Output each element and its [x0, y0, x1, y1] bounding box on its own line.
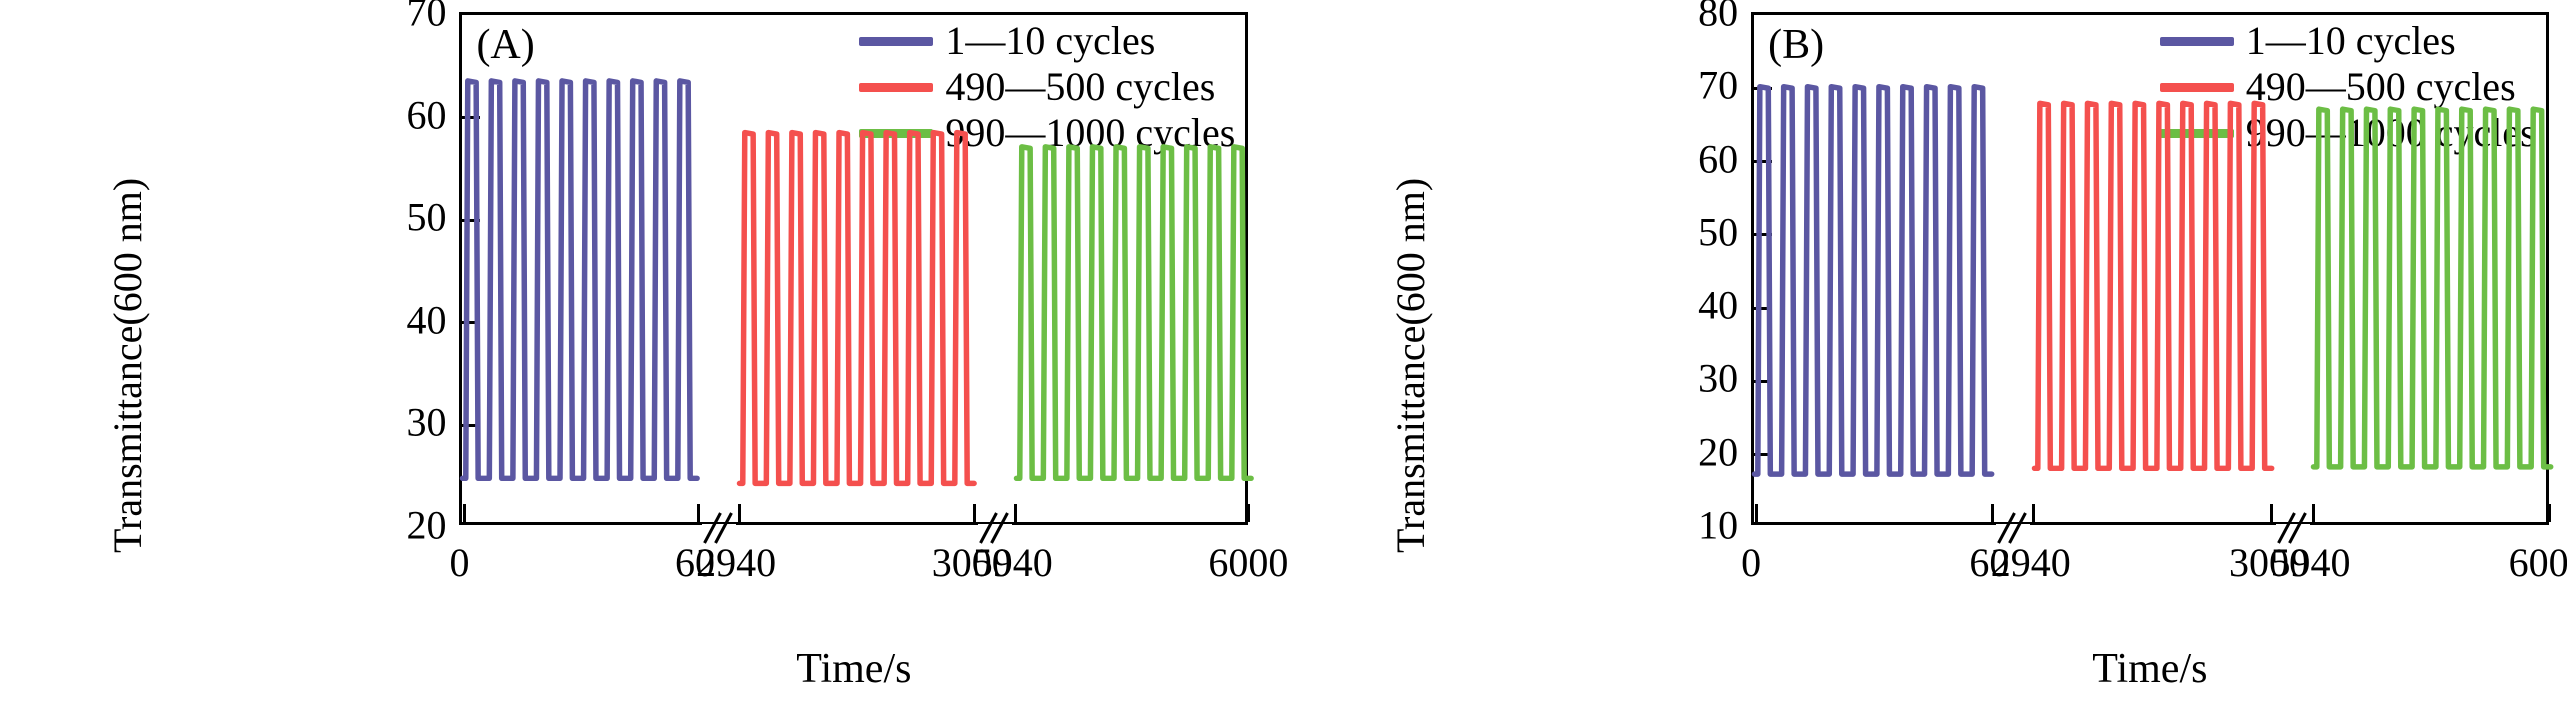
x-axis-label: Time/s	[2092, 645, 2208, 692]
axis-break-mask	[2275, 523, 2310, 534]
legend-swatch-red	[859, 82, 934, 92]
legend-label: 490—500 cycles	[2245, 64, 2516, 110]
series-path	[460, 78, 701, 482]
legend-swatch-blue	[2159, 36, 2234, 46]
y-axis-tick-label: 80	[1698, 0, 1739, 35]
x-axis-tick-label: 60	[675, 539, 716, 585]
x-axis-tick	[1990, 503, 1994, 522]
data-series-red	[2031, 15, 2275, 522]
data-series-blue	[460, 15, 701, 522]
y-axis-tick-label: 70	[1698, 62, 1739, 108]
chart-panel-a: Transmittance(600 nm) (A) 1—10 cycles 49…	[0, 0, 1288, 709]
x-axis-tick-label: 6000	[1208, 539, 1289, 585]
legend-label: 490—500 cycles	[945, 64, 1216, 110]
y-axis-tick-label: 70	[406, 0, 447, 35]
y-axis-tick-label: 60	[406, 92, 447, 138]
y-axis-tick	[462, 321, 481, 325]
y-axis-tick-label: 10	[1698, 502, 1739, 548]
data-series-blue	[1751, 15, 1995, 522]
plot-area-b: (B) 1—10 cycles 490—500 cycles 990—1000 …	[1751, 12, 2554, 544]
y-axis-tick-label: 20	[406, 502, 447, 548]
axis-break-mask	[1996, 523, 2031, 534]
data-series-red	[736, 15, 977, 522]
y-axis-tick	[1754, 453, 1773, 457]
y-axis-tick-label: 50	[406, 194, 447, 240]
legend-item[interactable]: 490—500 cycles	[2159, 64, 2536, 110]
chart-panel-b: Transmittance(600 nm) (B) 1—10 cycles 49…	[1283, 0, 2567, 709]
series-path	[736, 129, 977, 487]
x-axis-tick-label: 5940	[972, 539, 1053, 585]
x-axis-tick-label: 60	[1969, 539, 2010, 585]
legend-swatch-red	[2159, 82, 2234, 92]
y-axis-tick-label: 60	[1698, 136, 1739, 182]
x-axis-tick-label: 2940	[696, 539, 777, 585]
legend-label: 1—10 cycles	[2245, 18, 2456, 64]
legend-item[interactable]: 1—10 cycles	[2159, 18, 2536, 64]
y-axis-label: Transmittance(600 nm)	[105, 177, 150, 553]
x-axis-tick-label: 3000	[2228, 539, 2309, 585]
x-axis-label: Time/s	[796, 645, 912, 692]
plot-area-a: (A) 1—10 cycles 490—500 cycles 990—1000 …	[459, 12, 1254, 544]
y-axis-label: Transmittance(600 nm)	[1388, 177, 1433, 553]
series-path	[1013, 144, 1254, 482]
x-axis-tick	[1014, 503, 1018, 522]
x-axis-tick-label: 0	[1741, 539, 1762, 585]
y-axis-tick-label: 30	[406, 399, 447, 445]
x-axis-tick	[2547, 503, 2551, 522]
legend-swatch-blue	[859, 36, 934, 46]
legend-item[interactable]: 1—10 cycles	[859, 19, 1235, 63]
x-axis-tick-label: 5940	[2270, 539, 2351, 585]
x-axis-tick	[2270, 503, 2274, 522]
x-axis-tick	[1755, 503, 1759, 522]
panel-label-a: (A)	[476, 22, 535, 69]
y-axis-tick	[462, 423, 481, 427]
x-axis-tick	[2311, 503, 2315, 522]
x-axis-tick	[1247, 503, 1251, 522]
series-path	[2311, 106, 2554, 470]
legend-swatch-green	[2159, 128, 2234, 138]
x-axis-tick	[973, 503, 977, 522]
x-axis-tick-label: 0	[449, 539, 470, 585]
series-path	[2031, 100, 2275, 472]
y-axis-tick-label: 30	[1698, 355, 1739, 401]
y-axis-tick-label: 40	[1698, 282, 1739, 328]
series-path	[1751, 84, 1995, 477]
y-axis-tick-label: 50	[1698, 209, 1739, 255]
x-axis-tick-label: 3000	[931, 539, 1012, 585]
x-axis-tick	[737, 503, 741, 522]
data-series-green	[2311, 15, 2554, 522]
y-axis-tick	[1754, 160, 1773, 164]
y-axis-tick	[462, 218, 481, 222]
legend-item[interactable]: 490—500 cycles	[859, 65, 1235, 109]
legend-label: 1—10 cycles	[945, 18, 1156, 64]
y-axis-tick	[1754, 233, 1773, 237]
x-axis-tick-label: 6000	[2508, 539, 2567, 585]
axis-break-mask	[978, 523, 1013, 534]
y-axis-tick	[1754, 306, 1773, 310]
y-axis-tick	[462, 116, 481, 120]
y-axis-tick-label: 20	[1698, 429, 1739, 475]
data-series-green	[1013, 15, 1254, 522]
x-axis-tick-label: 2940	[1990, 539, 2071, 585]
x-axis-tick	[696, 503, 700, 522]
x-axis-tick	[463, 503, 467, 522]
y-axis-tick	[1754, 379, 1773, 383]
y-axis-tick-label: 40	[406, 297, 447, 343]
panel-label-b: (B)	[1768, 22, 1825, 69]
x-axis-tick	[2032, 503, 2036, 522]
axis-break-mask	[701, 523, 736, 534]
